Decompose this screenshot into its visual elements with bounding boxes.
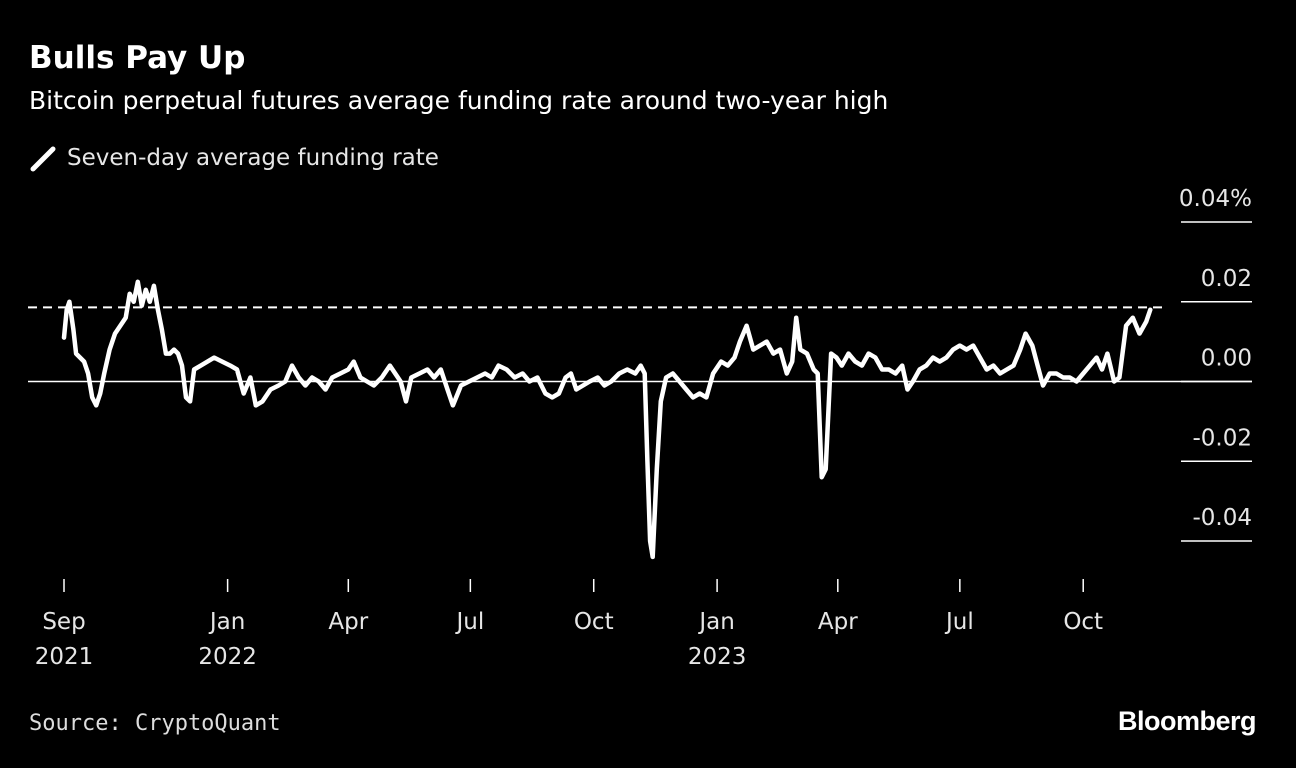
legend-line-icon xyxy=(30,146,56,172)
x-tick-label: Apr xyxy=(818,609,858,635)
x-tick-label: Sep xyxy=(42,609,85,635)
bloomberg-logo: Bloomberg xyxy=(1117,706,1257,736)
x-tick-label: Oct xyxy=(1063,609,1103,635)
x-tick-label: Jul xyxy=(944,609,974,635)
legend-label: Seven-day average funding rate xyxy=(67,145,439,171)
x-tick-label: Jan xyxy=(697,609,734,635)
source-note: Source: CryptoQuant xyxy=(29,711,281,736)
chart-title: Bulls Pay Up xyxy=(29,40,246,76)
y-tick-label: -0.02 xyxy=(1192,425,1252,451)
x-tick-label: Jul xyxy=(454,609,484,635)
y-tick-label: -0.04 xyxy=(1192,505,1252,531)
y-tick-label: 0.04% xyxy=(1179,186,1252,212)
chart-subtitle: Bitcoin perpetual futures average fundin… xyxy=(29,86,889,115)
x-tick-label: Apr xyxy=(328,609,368,635)
x-tick-year-label: 2021 xyxy=(35,644,94,670)
y-tick-label: 0.02 xyxy=(1201,266,1252,292)
x-tick-label: Jan xyxy=(208,609,245,635)
series-line xyxy=(61,279,1153,560)
y-tick-label: 0.00 xyxy=(1201,346,1252,372)
x-tick-year-label: 2022 xyxy=(198,644,257,670)
x-tick-year-label: 2023 xyxy=(688,644,747,670)
x-tick-label: Oct xyxy=(574,609,614,635)
legend: Seven-day average funding rate xyxy=(29,143,439,173)
